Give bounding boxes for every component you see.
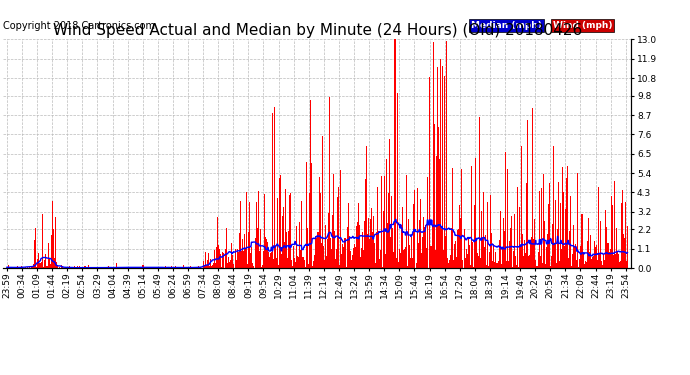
- Text: Copyright 2018 Cartronics.com: Copyright 2018 Cartronics.com: [3, 21, 155, 31]
- Text: Median (mph): Median (mph): [471, 21, 542, 30]
- Title: Wind Speed Actual and Median by Minute (24 Hours) (Old) 20180426: Wind Speed Actual and Median by Minute (…: [52, 23, 582, 38]
- Text: Wind (mph): Wind (mph): [553, 21, 612, 30]
